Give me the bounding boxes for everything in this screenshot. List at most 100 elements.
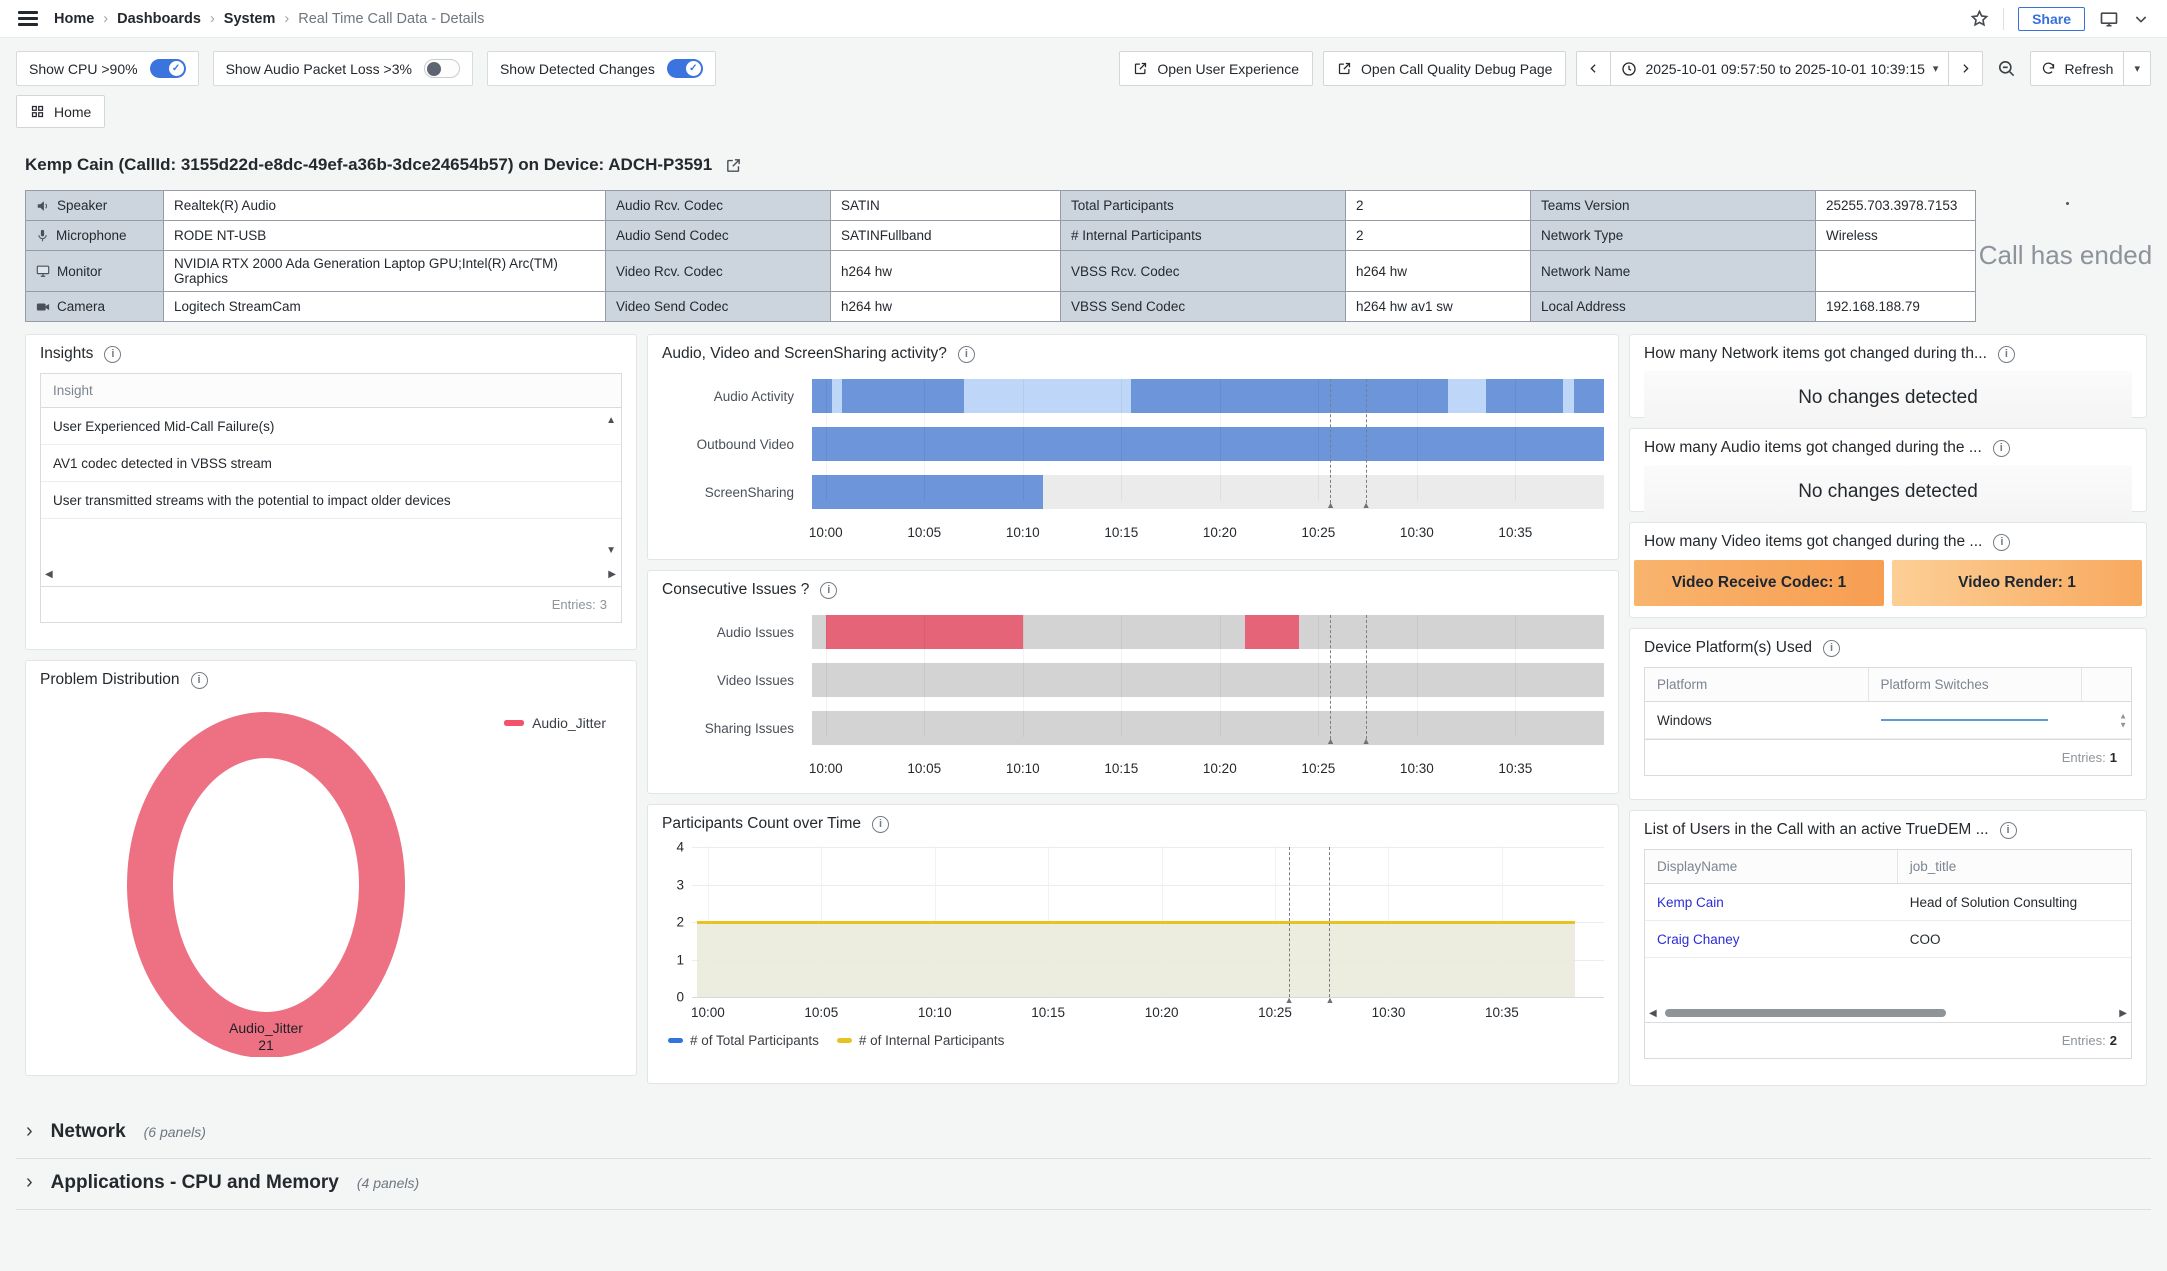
scroll-up-icon[interactable]: ▲	[606, 416, 616, 426]
user-link[interactable]: Craig Chaney	[1657, 932, 1740, 947]
toggle-switch[interactable]	[424, 59, 460, 78]
chevron-down-icon[interactable]	[2133, 11, 2149, 27]
event-marker-line: ▲	[1329, 847, 1330, 997]
time-range-back-button[interactable]	[1576, 51, 1611, 86]
event-marker-line: ▲	[1330, 615, 1331, 739]
page-title: Kemp Cain (CallId: 3155d22d-e8dc-49ef-a3…	[25, 155, 712, 175]
zoom-out-time-icon[interactable]	[1993, 59, 2020, 78]
x-tick-label: 10:25	[1301, 525, 1335, 540]
column-header[interactable]: Platform	[1645, 668, 1869, 701]
panel-title: How many Audio items got changed during …	[1644, 439, 1982, 457]
toggle-knob: ✓	[169, 61, 184, 76]
section-network[interactable]: › Network (6 panels)	[16, 1108, 2151, 1159]
info-icon[interactable]: i	[2000, 822, 2017, 839]
panel-title: Participants Count over Time	[662, 815, 861, 833]
column-header[interactable]: Insight	[41, 374, 621, 407]
open-call-quality-debug-button[interactable]: Open Call Quality Debug Page	[1323, 51, 1566, 86]
breadcrumb-separator: ›	[284, 11, 289, 27]
event-marker-arrow: ▲	[1326, 736, 1335, 746]
legend-item[interactable]: Audio_Jitter	[504, 715, 606, 731]
scrollbar-thumb[interactable]	[1665, 1009, 1946, 1017]
info-icon[interactable]: i	[191, 672, 208, 689]
star-icon[interactable]	[1970, 9, 1989, 28]
info-label-cell: Network Type	[1531, 221, 1816, 251]
info-value-cell: SATINFullband	[831, 221, 1061, 251]
info-icon[interactable]: i	[820, 582, 837, 599]
gridline	[692, 885, 1604, 886]
gridline	[1121, 615, 1122, 737]
legend-item[interactable]: # of Internal Participants	[837, 1033, 1005, 1048]
gridline	[1515, 379, 1516, 501]
panel-title: Problem Distribution	[40, 671, 180, 689]
x-tick-label: 10:35	[1498, 761, 1532, 776]
gridline	[924, 379, 925, 501]
info-icon[interactable]: i	[1998, 346, 2015, 363]
x-tick-label: 10:35	[1498, 525, 1532, 540]
time-range-forward-button[interactable]	[1949, 51, 1983, 86]
info-icon[interactable]: i	[1993, 534, 2010, 551]
event-marker-arrow: ▲	[1362, 736, 1371, 746]
cell-text: Teams Version	[1541, 198, 1630, 213]
panel-title: Insights	[40, 345, 93, 363]
cell-text: Network Name	[1541, 264, 1630, 279]
breadcrumb-home[interactable]: Home	[54, 11, 94, 27]
timeline-plot: ▲▲	[812, 379, 1604, 509]
breadcrumb-system[interactable]: System	[224, 11, 276, 27]
scroll-right-icon[interactable]: ▶	[2119, 1009, 2127, 1019]
section-applications[interactable]: › Applications - CPU and Memory (4 panel…	[16, 1159, 2151, 1210]
row-label: ScreenSharing	[662, 475, 812, 509]
toggle-label: Show Detected Changes	[500, 61, 655, 77]
gridline	[826, 615, 827, 737]
event-marker-line: ▲	[1366, 615, 1367, 739]
problem-distribution-panel: Problem Distributioni Audio_Jitter Audio…	[25, 660, 637, 1076]
breadcrumb-dashboards[interactable]: Dashboards	[117, 11, 201, 27]
open-user-experience-button[interactable]: Open User Experience	[1119, 51, 1313, 86]
refresh-group: Refresh ▾	[2030, 51, 2151, 86]
share-button[interactable]: Share	[2018, 7, 2085, 31]
timeline-segment-active	[812, 427, 1604, 461]
x-tick-label: 10:30	[1372, 1005, 1406, 1020]
home-link-button[interactable]: Home	[16, 95, 105, 128]
legend-item[interactable]: # of Total Participants	[668, 1033, 819, 1048]
y-tick-label: 1	[676, 952, 684, 967]
info-icon[interactable]: i	[872, 816, 889, 833]
timeline-segment-none	[812, 615, 826, 649]
status-text: No changes detected	[1644, 371, 2132, 427]
time-range-button[interactable]: 2025-10-01 09:57:50 to 2025-10-01 10:39:…	[1611, 51, 1949, 86]
dashboard-toolbar: Show CPU >90%✓Show Audio Packet Loss >3%…	[0, 38, 2167, 86]
menu-icon[interactable]	[18, 11, 38, 26]
info-icon[interactable]: i	[958, 346, 975, 363]
kiosk-monitor-icon[interactable]	[2099, 9, 2119, 29]
info-label-cell: Total Participants	[1061, 191, 1346, 221]
scroll-down-icon[interactable]: ▼	[606, 546, 616, 556]
info-value-cell: h264 hw	[1346, 251, 1531, 292]
info-icon[interactable]: i	[104, 346, 121, 363]
horizontal-scrollbar[interactable]: ◀ ▶	[1661, 1006, 2115, 1020]
row-spinner[interactable]: ▲▼	[2119, 712, 2127, 729]
column-header[interactable]: job_title	[1898, 850, 2131, 883]
refresh-interval-dropdown[interactable]: ▾	[2124, 51, 2151, 86]
chart-legend: # of Total Participants # of Internal Par…	[668, 1033, 1604, 1048]
gridline	[1220, 379, 1221, 501]
info-icon[interactable]: i	[1823, 640, 1840, 657]
slice-value: 21	[158, 1037, 374, 1053]
toggle-switch[interactable]: ✓	[667, 59, 703, 78]
timeline-segment-active	[1486, 379, 1563, 413]
toggle-show-cpu-90-: Show CPU >90%✓	[16, 51, 199, 86]
timeline-segment-partial	[832, 379, 842, 413]
gridline	[1318, 379, 1319, 501]
refresh-button[interactable]: Refresh	[2030, 51, 2124, 86]
scroll-left-icon[interactable]: ◀	[1649, 1009, 1657, 1019]
scroll-left-icon[interactable]: ◀	[45, 570, 53, 580]
external-link-icon[interactable]	[725, 157, 742, 174]
column-header[interactable]: DisplayName	[1645, 850, 1898, 883]
toggle-switch[interactable]: ✓	[150, 59, 186, 78]
user-link[interactable]: Kemp Cain	[1657, 895, 1724, 910]
info-icon[interactable]: i	[1993, 440, 2010, 457]
legend-label: # of Internal Participants	[859, 1033, 1005, 1048]
y-tick-label: 2	[676, 915, 684, 930]
scroll-right-icon[interactable]: ▶	[608, 570, 616, 580]
cell-text: h264 hw	[841, 299, 892, 314]
column-header[interactable]: Platform Switches	[1869, 668, 2083, 701]
breadcrumb-separator: ›	[210, 11, 215, 27]
